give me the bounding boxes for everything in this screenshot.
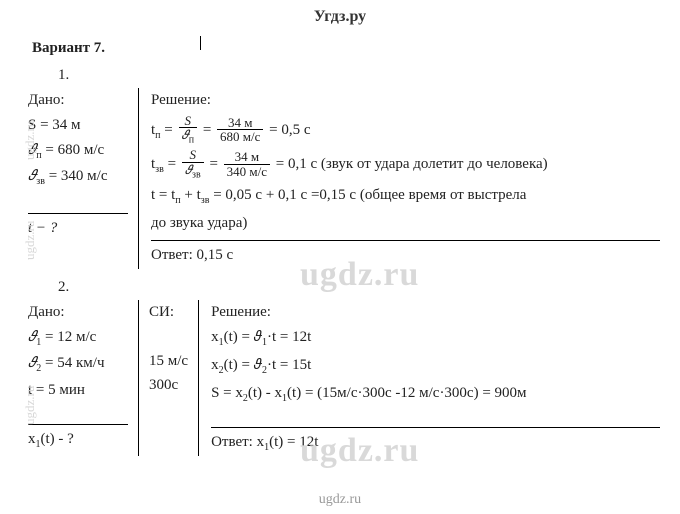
given-line: 𝜗1 = 12 м/с — [28, 325, 128, 352]
numerator: S — [182, 148, 204, 163]
si-line: 300с — [149, 373, 188, 398]
solution-line: t = tп + tзв = 0,05 с + 0,1 с =0,15 с (о… — [151, 183, 660, 209]
variant-heading: Вариант 7. — [32, 40, 660, 57]
problem-2-given: Дано: 𝜗1 = 12 м/с 𝜗2 = 54 км/ч t = 5 мин… — [28, 300, 138, 457]
watermark-side-2: ugdz.ru — [22, 221, 38, 260]
unknown-line: t − ? — [28, 213, 128, 241]
fraction: 34 м340 м/с — [224, 150, 270, 178]
given-line: 𝜗зв = 340 м/с — [28, 164, 128, 191]
value-text: = 340 м/с — [49, 168, 108, 184]
given-label: Дано: — [28, 300, 128, 325]
problem-2-si: СИ: 15 м/с 300с — [138, 300, 198, 457]
subscript: зв — [155, 164, 164, 175]
watermark-bottom: ugdz.ru — [319, 492, 361, 508]
denominator: 𝜗п — [179, 128, 198, 146]
solution-label: Решение: — [151, 88, 660, 114]
answer-line: Ответ: x1(t) = 12t — [211, 427, 660, 456]
solution-line: x1(t) = 𝜗1·t = 12t — [211, 325, 660, 351]
subscript: 2 — [36, 363, 41, 374]
value-text: = 54 км/ч — [45, 355, 104, 371]
denominator: 340 м/с — [224, 165, 270, 179]
given-line: t = 5 мин — [28, 378, 128, 403]
watermark-big-1: ugdz.ru — [300, 256, 419, 294]
si-label: СИ: — [149, 300, 188, 325]
fraction: S𝜗п — [179, 114, 198, 147]
math-text: = — [164, 156, 180, 172]
watermark-big-2: ugdz.ru — [300, 432, 419, 470]
math-text: (t) - ? — [41, 431, 74, 447]
math-text: t = t — [151, 187, 175, 203]
watermark-side-3: ugdz.ru — [22, 386, 38, 425]
text-cursor — [200, 36, 201, 50]
solution-line: S = x2(t) - x1(t) = (15м/с·300с -12 м/с·… — [211, 381, 660, 407]
numerator: 34 м — [217, 116, 263, 131]
problem-1-solution: Решение: tп = S𝜗п = 34 м680 м/с = 0,5 с … — [138, 88, 660, 269]
denominator: 680 м/с — [217, 130, 263, 144]
solution-label: Решение: — [211, 300, 660, 326]
math-text: + t — [181, 187, 201, 203]
problem-1-given: Дано: S = 34 м 𝜗п = 680 м/с 𝜗зв = 340 м/… — [28, 88, 138, 269]
numerator: S — [179, 114, 198, 129]
given-line: 𝜗2 = 54 км/ч — [28, 351, 128, 378]
solution-line: x2(t) = 𝜗2·t = 15t — [211, 353, 660, 379]
math-text: = — [161, 121, 177, 137]
solution-line: tп = S𝜗п = 34 м680 м/с = 0,5 с — [151, 114, 660, 147]
value-text: = 680 м/с — [45, 142, 104, 158]
problem-2-solution: Решение: x1(t) = 𝜗1·t = 12t x2(t) = 𝜗2·t… — [198, 300, 660, 457]
problem-1-number: 1. — [58, 67, 660, 84]
math-text: x — [28, 431, 36, 447]
given-line: 𝜗п = 680 м/с — [28, 138, 128, 165]
problem-1-block: Дано: S = 34 м 𝜗п = 680 м/с 𝜗зв = 340 м/… — [28, 88, 660, 269]
math-text: = 0,05 с + 0,1 с =0,15 с (общее время от… — [209, 187, 526, 203]
solution-line: до звука удара) — [151, 211, 660, 237]
watermark-top: Угдз.ру — [314, 8, 366, 26]
value-text: = 12 м/с — [45, 329, 96, 345]
numerator: 34 м — [224, 150, 270, 165]
denominator: 𝜗зв — [182, 163, 204, 181]
given-line: S = 34 м — [28, 113, 128, 138]
subscript: 1 — [36, 337, 41, 348]
unknown-line: x1(t) - ? — [28, 424, 128, 454]
given-label: Дано: — [28, 88, 128, 113]
solution-line: tзв = S𝜗зв = 34 м340 м/с = 0,1 с (звук о… — [151, 148, 660, 181]
math-text: = 0,5 с — [269, 121, 310, 137]
watermark-side-1: ugdz.ru — [22, 121, 38, 160]
fraction: 34 м680 м/с — [217, 116, 263, 144]
fraction: S𝜗зв — [182, 148, 204, 181]
subscript: зв — [36, 176, 45, 187]
si-line: 15 м/с — [149, 349, 188, 374]
math-text: = 0,1 с (звук от удара долетит до челове… — [276, 156, 548, 172]
